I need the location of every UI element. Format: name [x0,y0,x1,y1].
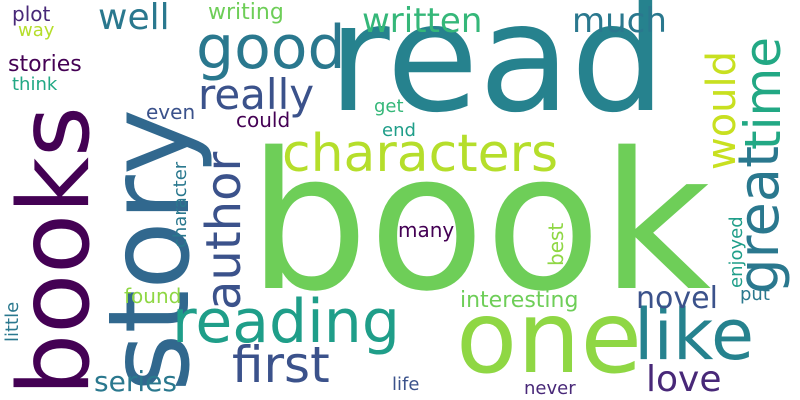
word-really: really [198,70,315,119]
word-characters: characters [282,124,559,184]
word-put: put [740,284,770,305]
word-series: series [94,365,177,398]
word-good: good [196,13,346,83]
word-enjoyed: enjoyed [726,216,747,288]
word-never: never [524,378,576,399]
word-even: even [146,100,196,124]
word-writing: writing [208,0,284,25]
word-written: written [362,1,483,41]
word-way: way [18,20,55,41]
word-could: could [236,108,291,132]
word-life: life [392,374,420,395]
word-books: books [0,106,112,396]
word-would: would [699,50,745,170]
word-much: much [572,1,667,41]
word-one: one [456,279,643,396]
word-like: like [634,294,755,376]
word-interesting: interesting [460,288,579,313]
word-plot: plot [12,2,51,26]
word-best: best [544,222,568,266]
word-stories: stories [8,52,82,77]
word-reading: reading [172,287,400,357]
word-first: first [232,336,330,394]
word-character: character [170,161,191,248]
word-get: get [374,96,404,117]
word-time: time [734,37,792,150]
word-love: love [646,359,722,400]
word-author: author [196,151,252,310]
word-book: book [248,112,712,333]
word-found: found [124,284,182,308]
word-little: little [2,301,23,342]
word-think: think [12,74,58,95]
word-many: many [398,218,455,242]
word-novel: novel [636,281,718,316]
word-end: end [382,120,416,141]
word-read: read [328,0,666,146]
word-well: well [98,0,170,38]
